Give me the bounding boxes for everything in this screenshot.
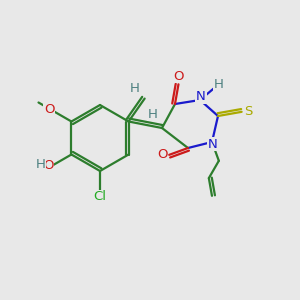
Text: H: H	[148, 107, 158, 121]
Text: S: S	[244, 105, 253, 118]
Text: H: H	[130, 82, 140, 95]
Text: Cl: Cl	[94, 190, 106, 203]
Text: H: H	[35, 158, 45, 171]
Text: O: O	[157, 148, 167, 161]
Text: N: N	[196, 91, 206, 103]
Text: O: O	[43, 159, 54, 172]
Text: H: H	[214, 78, 224, 91]
Text: N: N	[208, 137, 218, 151]
Text: O: O	[44, 103, 55, 116]
Text: O: O	[173, 70, 184, 83]
